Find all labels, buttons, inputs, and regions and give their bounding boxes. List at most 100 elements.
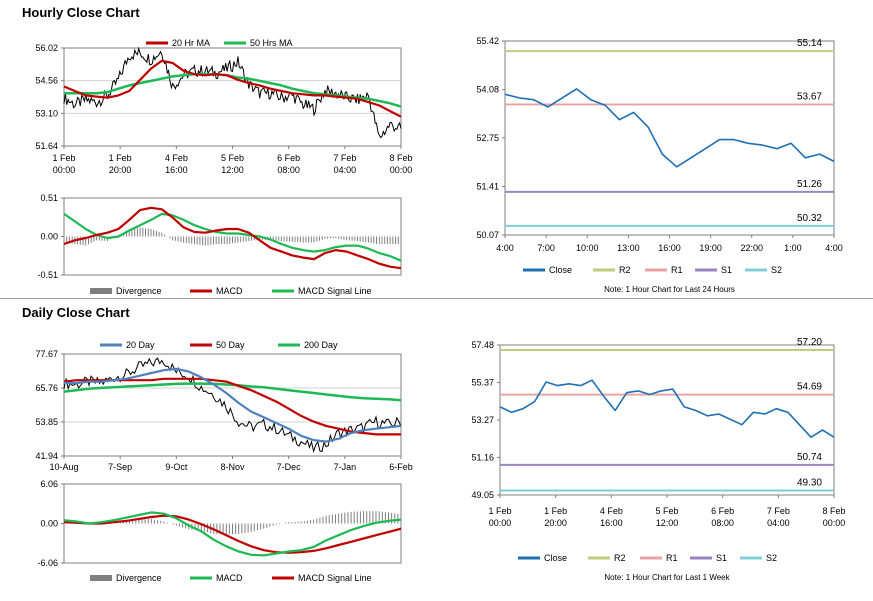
hourly-macd-legend-label: MACD Signal Line <box>298 286 372 296</box>
pivot-level-label-s2: 49.30 <box>797 478 822 489</box>
pivot-x-tick-label: 8 Feb <box>822 506 845 516</box>
daily-price-legend-label: 200 Day <box>304 340 338 350</box>
pivot-y-tick-label: 57.48 <box>471 340 494 350</box>
pivot-close-line <box>504 88 835 168</box>
hourly-price-legend-label: 50 Hrs MA <box>250 38 293 48</box>
hourly-macd-line <box>63 206 402 270</box>
pivot-note: Note: 1 Hour Chart for Last 24 Hours <box>604 285 735 294</box>
daily-macd-y-tick-label: -6.06 <box>37 558 58 568</box>
daily-macd-y-tick-label: 0.00 <box>40 519 58 529</box>
daily-price-x-tick-label: 6-Feb <box>389 462 413 472</box>
pivot-x-tick-label: 20:00 <box>544 518 567 528</box>
hourly-macd-legend-swatch <box>90 288 112 294</box>
daily-macd-legend-label: MACD Signal Line <box>298 573 372 583</box>
pivot-x-tick-label: 4 Feb <box>600 506 623 516</box>
hourly-price-x-tick-label: 12:00 <box>221 165 244 175</box>
hourly-price-x-tick-label: 6 Feb <box>277 153 300 163</box>
pivot-level-label-s2: 50.32 <box>797 213 822 224</box>
hourly-price-x-tick-label: 20:00 <box>109 165 132 175</box>
hourly-price-y-tick-label: 53.10 <box>35 108 58 118</box>
pivot-plot-frame <box>504 40 835 236</box>
daily-price-x-tick-label: 7-Jan <box>334 462 357 472</box>
pivot-x-tick-label: 00:00 <box>823 518 846 528</box>
pivot-y-tick-label: 55.42 <box>476 36 499 46</box>
daily-20-day-line <box>64 367 402 443</box>
hourly-price-x-tick-label: 04:00 <box>334 165 357 175</box>
hourly-macd-y-tick-label: -0.51 <box>37 270 58 280</box>
daily-macd-legend-swatch <box>90 575 112 581</box>
hourly-price-y-tick-label: 51.64 <box>35 141 58 151</box>
hourly-price-x-tick-label: 16:00 <box>165 165 188 175</box>
pivot-level-label-r1: 53.67 <box>797 91 822 102</box>
hourly-price-x-tick-label: 5 Feb <box>221 153 244 163</box>
hourly-price-x-tick-label: 8 Feb <box>389 153 412 163</box>
daily-price-x-tick-label: 8-Nov <box>220 462 245 472</box>
hourly-section-title: Hourly Close Chart <box>22 5 140 20</box>
pivot-x-tick-label: 19:00 <box>699 243 722 253</box>
pivot-y-tick-label: 52.75 <box>476 133 499 143</box>
pivot-y-tick-label: 49.05 <box>471 490 494 500</box>
pivot-y-tick-label: 51.41 <box>476 181 499 191</box>
pivot-x-tick-label: 1 Feb <box>544 506 567 516</box>
section-separator <box>0 298 873 299</box>
daily-macd-legend-label: Divergence <box>116 573 162 583</box>
pivot-x-tick-label: 7:00 <box>537 243 555 253</box>
hourly-price-y-tick-label: 54.56 <box>35 76 58 86</box>
hourly-price-x-tick-label: 1 Feb <box>109 153 132 163</box>
pivot-y-tick-label: 54.08 <box>476 85 499 95</box>
hourly-macd-y-tick-label: 0.51 <box>40 193 58 203</box>
daily-price-frame <box>63 353 402 457</box>
pivot-note: Note: 1 Hour Chart for Last 1 Week <box>604 573 730 582</box>
daily-price-legend-label: 50 Day <box>216 340 245 350</box>
hourly-price-x-tick-label: 08:00 <box>277 165 300 175</box>
pivot-y-tick-label: 51.16 <box>471 452 494 462</box>
pivot-level-label-r2: 57.20 <box>797 337 822 348</box>
pivot-x-tick-label: 1:00 <box>784 243 802 253</box>
daily-price-y-tick-label: 41.94 <box>35 451 58 461</box>
hourly-price-bars <box>63 46 402 139</box>
pivot-level-label-r2: 55.14 <box>797 38 822 49</box>
pivot-legend-label: S2 <box>771 265 782 275</box>
hourly-price-x-tick-label: 00:00 <box>53 165 76 175</box>
daily-macd-line <box>63 511 402 557</box>
daily-macd-legend-label: MACD <box>216 573 243 583</box>
daily-price-y-tick-label: 53.85 <box>35 417 58 427</box>
hourly-price-x-tick-label: 4 Feb <box>165 153 188 163</box>
hourly-price-y-tick-label: 56.02 <box>35 43 58 53</box>
daily-price-x-tick-label: 9-Oct <box>165 462 188 472</box>
pivot-x-tick-label: 12:00 <box>656 518 679 528</box>
pivot-legend-label: R2 <box>614 553 626 563</box>
pivot-y-tick-label: 53.27 <box>471 415 494 425</box>
pivot-close-line <box>499 379 835 439</box>
daily-price-x-tick-label: 7-Dec <box>277 462 302 472</box>
hourly-price-x-tick-label: 7 Feb <box>333 153 356 163</box>
pivot-legend-label: R1 <box>666 553 678 563</box>
hourly-price-x-tick-label: 1 Feb <box>52 153 75 163</box>
pivot-level-label-s1: 51.26 <box>797 179 822 190</box>
hourly-macd-signal-line <box>63 212 402 262</box>
pivot-x-tick-label: 5 Feb <box>655 506 678 516</box>
daily-section-title: Daily Close Chart <box>22 305 130 320</box>
hourly-macd-legend-label: MACD <box>216 286 243 296</box>
pivot-level-label-r1: 54.69 <box>797 382 822 393</box>
daily-price-y-tick-label: 77.67 <box>35 349 58 359</box>
hourly-macd-legend-label: Divergence <box>116 286 162 296</box>
pivot-x-tick-label: 13:00 <box>617 243 640 253</box>
daily-price-x-tick-label: 10-Aug <box>49 462 78 472</box>
pivot-x-tick-label: 00:00 <box>489 518 512 528</box>
pivot-x-tick-label: 7 Feb <box>767 506 790 516</box>
pivot-x-tick-label: 6 Feb <box>711 506 734 516</box>
pivot-legend-label: R1 <box>671 265 683 275</box>
hourly-price-x-tick-label: 00:00 <box>390 165 413 175</box>
daily-price-y-tick-label: 65.76 <box>35 383 58 393</box>
pivot-x-tick-label: 10:00 <box>576 243 599 253</box>
pivot-x-tick-label: 4:00 <box>496 243 514 253</box>
pivot-legend-label: R2 <box>619 265 631 275</box>
pivot-x-tick-label: 4:00 <box>825 243 843 253</box>
pivot-legend-label: Close <box>549 265 572 275</box>
pivot-legend-label: S2 <box>766 553 777 563</box>
pivot-x-tick-label: 08:00 <box>711 518 734 528</box>
daily-macd-y-tick-label: 6.06 <box>40 479 58 489</box>
pivot-plot-frame <box>499 344 835 496</box>
